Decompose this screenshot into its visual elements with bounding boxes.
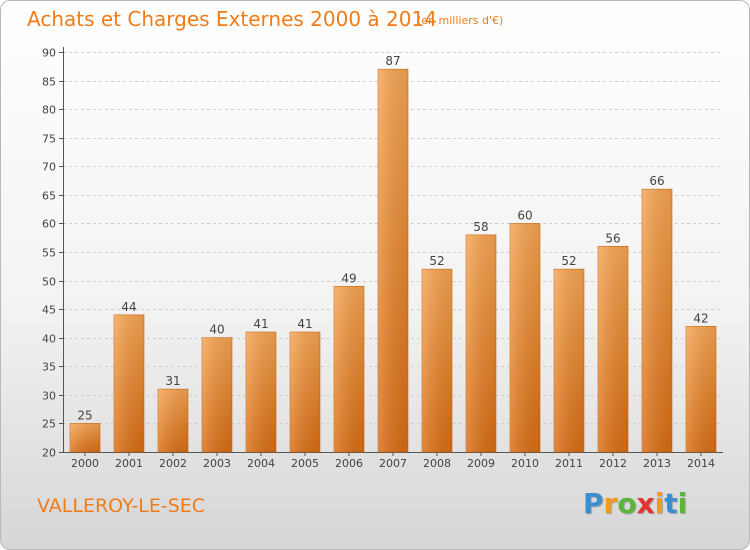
- y-tick-label: 60: [42, 218, 56, 231]
- bar-shading: [114, 314, 144, 452]
- data-label: 58: [473, 220, 488, 234]
- x-tick-label: 2006: [335, 457, 363, 470]
- bar-shading: [202, 337, 232, 452]
- x-tick-label: 2014: [687, 457, 715, 470]
- x-tick-label: 2003: [203, 457, 231, 470]
- y-tick-label: 75: [42, 133, 56, 146]
- data-label: 25: [77, 408, 92, 422]
- chart-title: Achats et Charges Externes 2000 à 2014: [27, 7, 437, 31]
- data-label: 40: [209, 323, 224, 337]
- bar-shading: [246, 332, 276, 452]
- bar-shading: [334, 286, 364, 452]
- bar-shading: [466, 234, 496, 452]
- logo-letter: o: [617, 487, 637, 520]
- axes: 20 25 30 35 40 45 50 55 60 65 70 75 80 85 90 2000 2001 20…: [42, 47, 723, 470]
- logo-letter: t: [664, 487, 678, 520]
- town-name: VALLEROY-LE-SEC: [37, 495, 206, 517]
- y-tick-label: 90: [42, 47, 56, 60]
- bar-shading: [422, 269, 452, 452]
- y-tick-label: 40: [42, 333, 56, 346]
- y-tick-label: 35: [42, 361, 56, 374]
- bar-shading: [510, 223, 540, 452]
- logo-letter: i: [654, 487, 665, 520]
- x-tick-label: 2002: [159, 457, 187, 470]
- bar-shading: [642, 189, 672, 452]
- bar-shading: [598, 246, 628, 452]
- x-tick-label: 2000: [71, 457, 99, 470]
- bars: [69, 68, 717, 453]
- data-labels: 25 44 31 40 41 41 49 87 52 58 60 52 56 66 42: [77, 54, 708, 422]
- bar-shading: [378, 69, 408, 453]
- bar-shading: [158, 389, 188, 452]
- logo-letter: P: [583, 487, 604, 520]
- y-tick-label: 25: [42, 418, 56, 431]
- bar-shading: [70, 423, 100, 452]
- data-label: 66: [649, 174, 664, 188]
- logo-letter: i: [677, 487, 688, 520]
- data-label: 52: [561, 254, 576, 268]
- y-tick-label: 55: [42, 247, 56, 260]
- y-tick-label: 70: [42, 161, 56, 174]
- x-tick-label: 2009: [467, 457, 495, 470]
- data-label: 41: [297, 317, 312, 331]
- x-tick-label: 2013: [643, 457, 671, 470]
- data-label: 87: [385, 54, 400, 68]
- x-tick-label: 2001: [115, 457, 143, 470]
- data-label: 60: [517, 208, 532, 222]
- bar-shading: [686, 326, 716, 452]
- y-tick-label: 85: [42, 76, 56, 89]
- x-tick-label: 2004: [247, 457, 275, 470]
- y-tick-label: 50: [42, 276, 56, 289]
- data-label: 31: [165, 374, 180, 388]
- proxiti-logo: Proxiti: [583, 487, 687, 520]
- bar-shading: [290, 332, 320, 452]
- y-tick-label: 20: [42, 447, 56, 460]
- data-label: 41: [253, 317, 268, 331]
- bar-shading: [554, 269, 584, 452]
- chart-subtitle: (en milliers d'€): [417, 14, 504, 27]
- y-tick-label: 65: [42, 190, 56, 203]
- y-tick-label: 80: [42, 104, 56, 117]
- x-tick-label: 2012: [599, 457, 627, 470]
- x-tick-label: 2010: [511, 457, 539, 470]
- y-tick-label: 30: [42, 390, 56, 403]
- x-tick-label: 2011: [555, 457, 583, 470]
- logo-letter: r: [603, 487, 618, 520]
- data-label: 56: [605, 231, 620, 245]
- data-label: 52: [429, 254, 444, 268]
- x-tick-label: 2007: [379, 457, 407, 470]
- data-label: 44: [121, 300, 136, 314]
- logo-letter: x: [636, 487, 655, 520]
- y-tick-label: 45: [42, 304, 56, 317]
- data-label: 49: [341, 271, 356, 285]
- x-tick-label: 2005: [291, 457, 319, 470]
- data-label: 42: [693, 311, 708, 325]
- x-tick-label: 2008: [423, 457, 451, 470]
